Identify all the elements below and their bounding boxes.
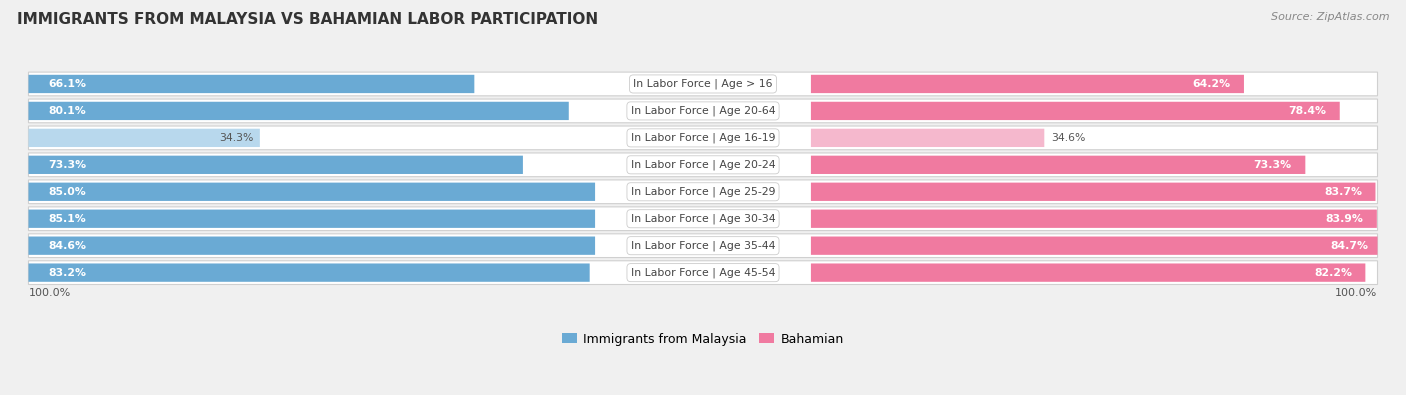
Text: In Labor Force | Age 30-34: In Labor Force | Age 30-34 bbox=[631, 213, 775, 224]
Text: 85.0%: 85.0% bbox=[49, 187, 87, 197]
FancyBboxPatch shape bbox=[28, 75, 474, 93]
Text: 80.1%: 80.1% bbox=[49, 106, 87, 116]
FancyBboxPatch shape bbox=[28, 263, 589, 282]
FancyBboxPatch shape bbox=[811, 156, 1305, 174]
FancyBboxPatch shape bbox=[28, 210, 595, 228]
Text: 78.4%: 78.4% bbox=[1288, 106, 1326, 116]
Text: In Labor Force | Age > 16: In Labor Force | Age > 16 bbox=[633, 79, 773, 89]
FancyBboxPatch shape bbox=[28, 72, 1378, 96]
FancyBboxPatch shape bbox=[28, 180, 1378, 204]
Text: 100.0%: 100.0% bbox=[28, 288, 70, 298]
FancyBboxPatch shape bbox=[28, 102, 569, 120]
Text: In Labor Force | Age 16-19: In Labor Force | Age 16-19 bbox=[631, 133, 775, 143]
FancyBboxPatch shape bbox=[811, 237, 1378, 255]
Text: 64.2%: 64.2% bbox=[1192, 79, 1230, 89]
Text: In Labor Force | Age 35-44: In Labor Force | Age 35-44 bbox=[631, 241, 775, 251]
FancyBboxPatch shape bbox=[811, 263, 1365, 282]
FancyBboxPatch shape bbox=[811, 210, 1376, 228]
FancyBboxPatch shape bbox=[28, 207, 1378, 231]
FancyBboxPatch shape bbox=[811, 129, 1045, 147]
Text: 100.0%: 100.0% bbox=[1336, 288, 1378, 298]
Text: 34.3%: 34.3% bbox=[219, 133, 253, 143]
Text: 83.2%: 83.2% bbox=[49, 268, 87, 278]
Text: Source: ZipAtlas.com: Source: ZipAtlas.com bbox=[1271, 12, 1389, 22]
Text: IMMIGRANTS FROM MALAYSIA VS BAHAMIAN LABOR PARTICIPATION: IMMIGRANTS FROM MALAYSIA VS BAHAMIAN LAB… bbox=[17, 12, 598, 27]
Text: 84.6%: 84.6% bbox=[49, 241, 87, 251]
Text: 84.7%: 84.7% bbox=[1330, 241, 1369, 251]
FancyBboxPatch shape bbox=[28, 153, 1378, 177]
FancyBboxPatch shape bbox=[28, 129, 260, 147]
FancyBboxPatch shape bbox=[811, 182, 1375, 201]
Text: 85.1%: 85.1% bbox=[49, 214, 87, 224]
Text: 34.6%: 34.6% bbox=[1052, 133, 1085, 143]
Text: In Labor Force | Age 20-24: In Labor Force | Age 20-24 bbox=[631, 160, 775, 170]
Text: In Labor Force | Age 45-54: In Labor Force | Age 45-54 bbox=[631, 267, 775, 278]
Text: 82.2%: 82.2% bbox=[1313, 268, 1353, 278]
FancyBboxPatch shape bbox=[28, 237, 595, 255]
Text: 66.1%: 66.1% bbox=[49, 79, 87, 89]
Text: 73.3%: 73.3% bbox=[1254, 160, 1292, 170]
Text: 73.3%: 73.3% bbox=[49, 160, 87, 170]
FancyBboxPatch shape bbox=[28, 126, 1378, 150]
Text: In Labor Force | Age 25-29: In Labor Force | Age 25-29 bbox=[631, 186, 775, 197]
FancyBboxPatch shape bbox=[28, 234, 1378, 258]
FancyBboxPatch shape bbox=[28, 182, 595, 201]
FancyBboxPatch shape bbox=[811, 102, 1340, 120]
Text: 83.9%: 83.9% bbox=[1326, 214, 1364, 224]
FancyBboxPatch shape bbox=[811, 75, 1244, 93]
Text: In Labor Force | Age 20-64: In Labor Force | Age 20-64 bbox=[631, 106, 775, 116]
Legend: Immigrants from Malaysia, Bahamian: Immigrants from Malaysia, Bahamian bbox=[562, 333, 844, 346]
FancyBboxPatch shape bbox=[28, 156, 523, 174]
FancyBboxPatch shape bbox=[28, 99, 1378, 123]
Text: 83.7%: 83.7% bbox=[1324, 187, 1362, 197]
FancyBboxPatch shape bbox=[28, 261, 1378, 284]
